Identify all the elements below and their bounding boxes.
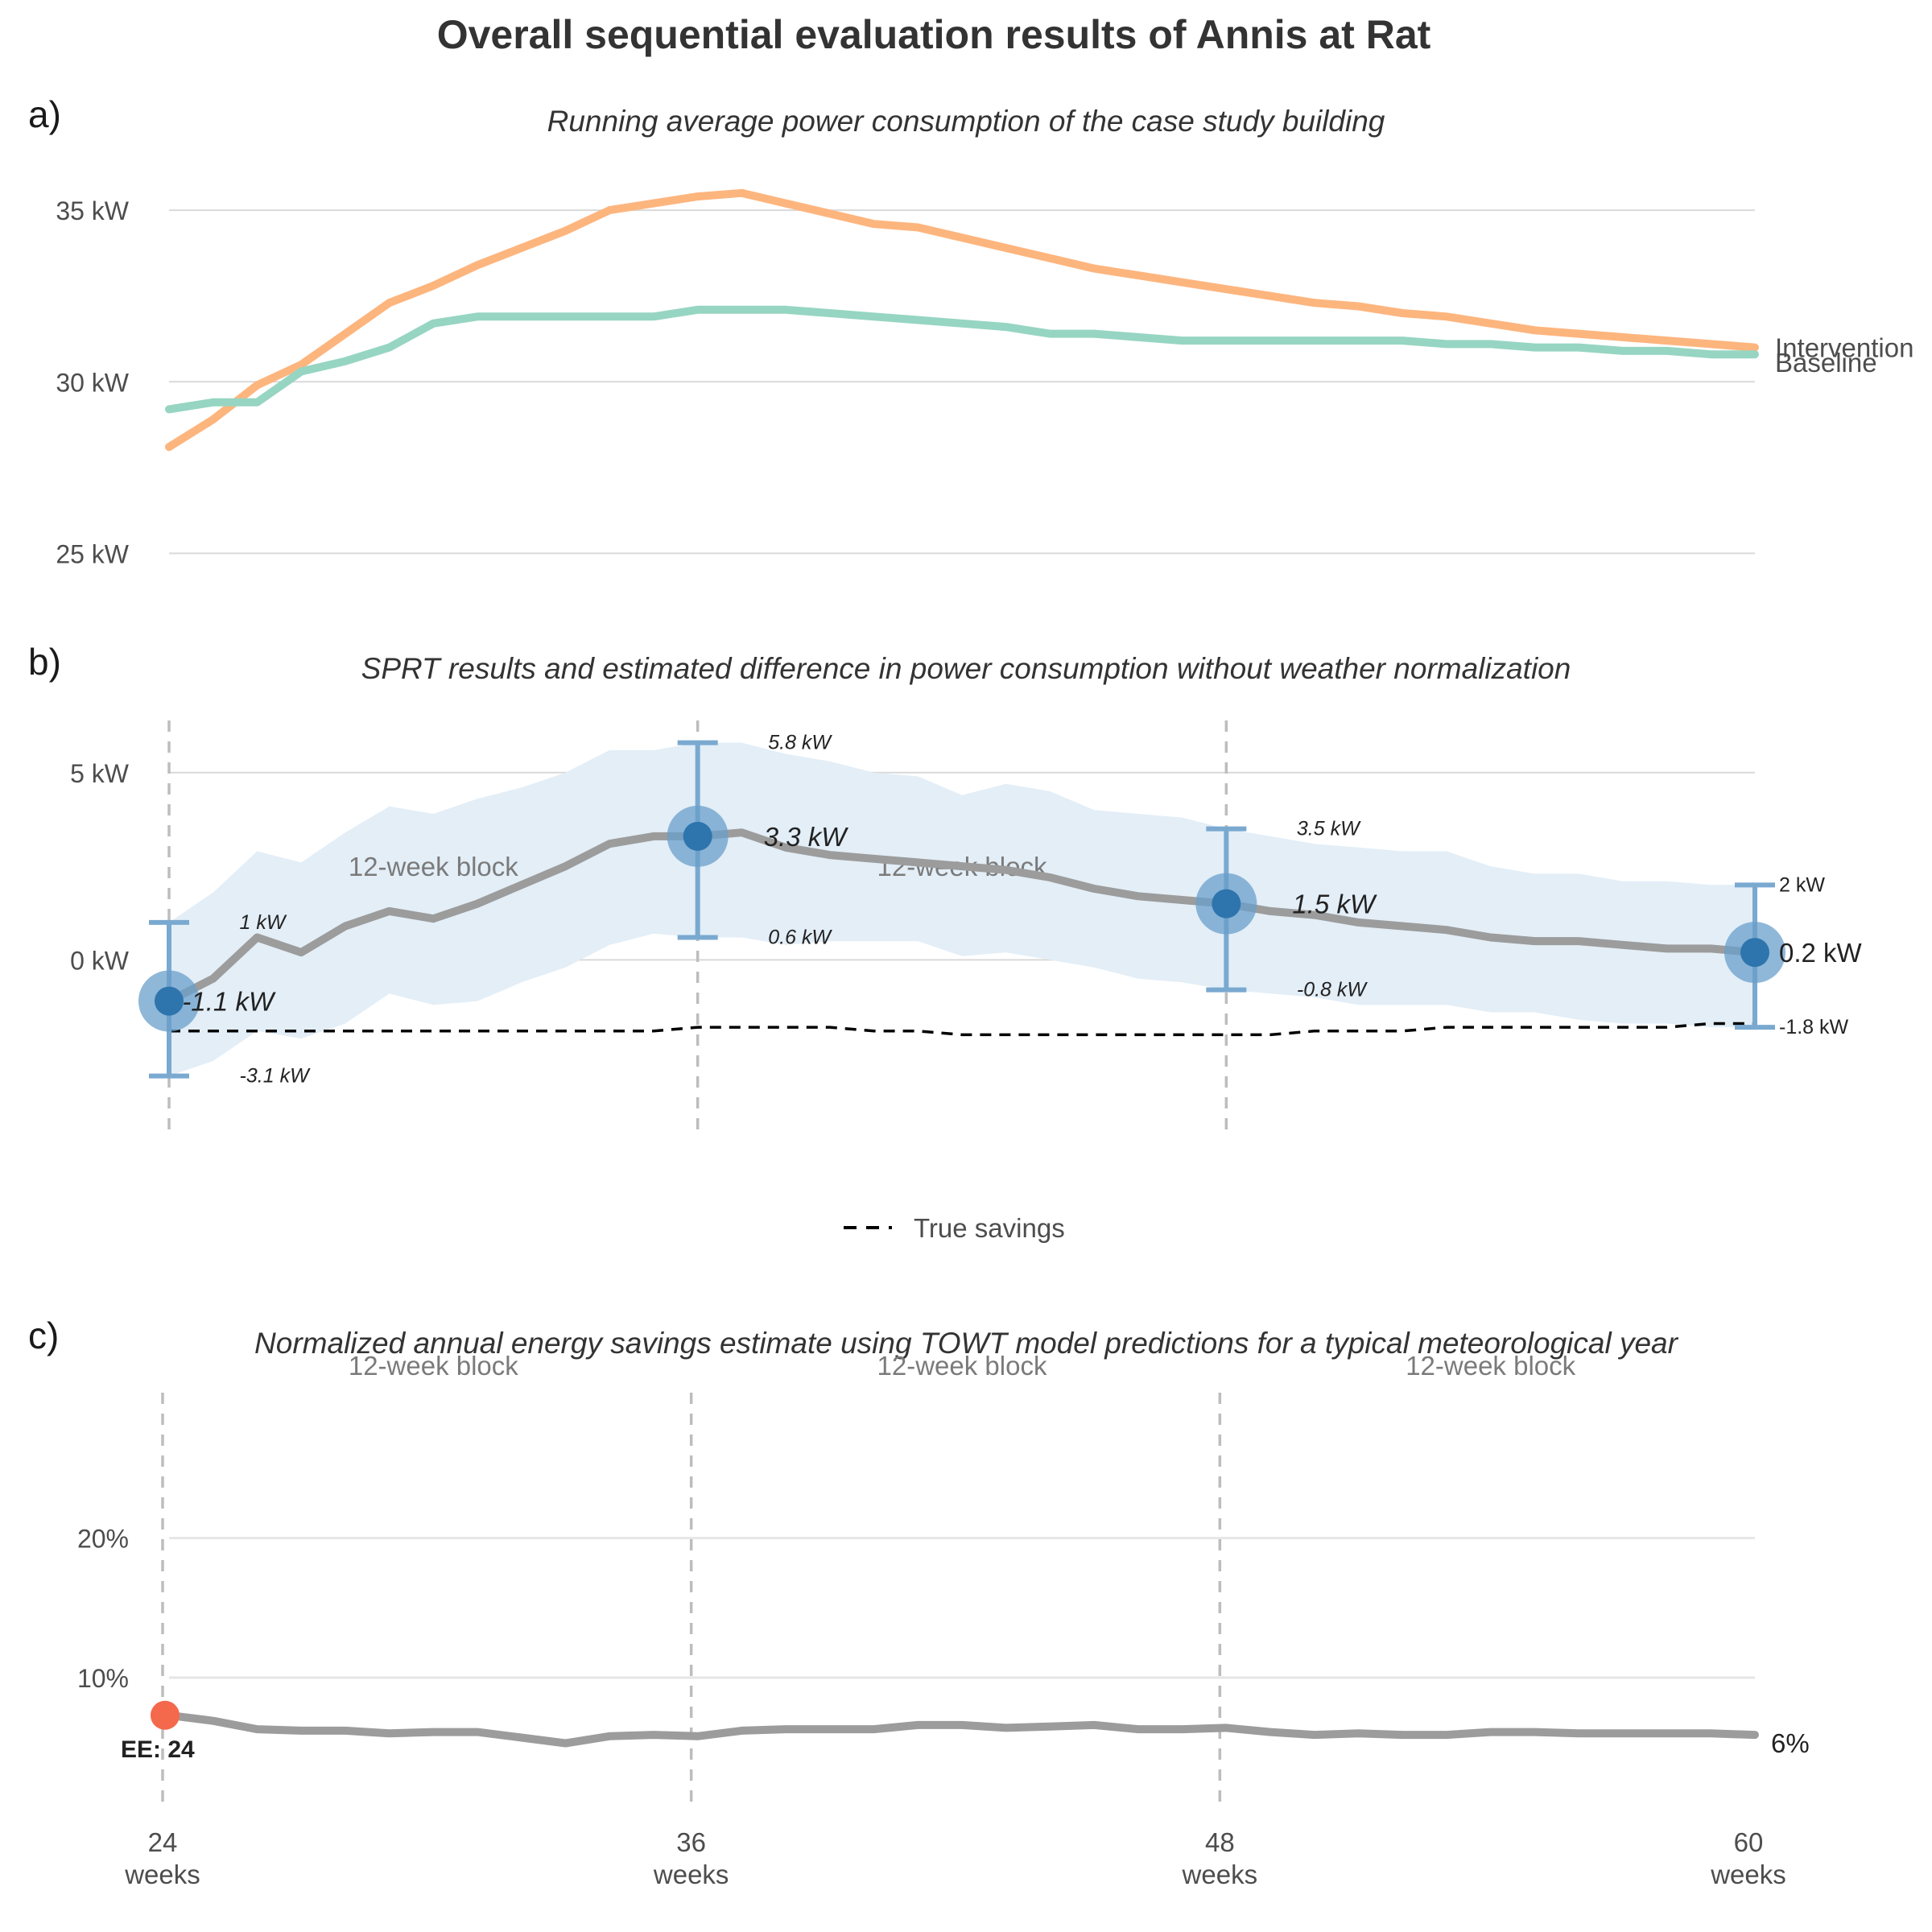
panel-b-lower-label-2: -0.8 kW xyxy=(1297,979,1368,1001)
panel-b: b) SPRT results and estimated difference… xyxy=(28,641,1863,1139)
panel-c-ee-point xyxy=(151,1700,180,1730)
x-tick-number-3: 60 xyxy=(1734,1827,1764,1857)
panel-c-end-label: 6% xyxy=(1771,1728,1810,1758)
panel-c-savings-line xyxy=(165,1711,1759,1748)
panel-a-series-label-intervention: Intervention xyxy=(1775,333,1913,363)
legend-true-savings-label: True savings xyxy=(914,1213,1065,1243)
panel-b-estimate-label-3: 0.2 kW xyxy=(1779,938,1863,968)
x-tick-unit-1: weeks xyxy=(653,1860,729,1889)
panel-a-label: a) xyxy=(28,93,61,135)
legend: True savings xyxy=(844,1213,1065,1243)
panel-b-point-0 xyxy=(155,986,184,1016)
panel-c-block-label-2: 12-week block xyxy=(1406,1351,1575,1381)
panel-b-block-label-0: 12-week block xyxy=(349,852,518,881)
panel-b-upper-label-1: 5.8 kW xyxy=(768,732,832,754)
panel-b-point-1 xyxy=(683,821,712,851)
panel-a-y-tick-label-0: 25 kW xyxy=(56,539,129,568)
panel-b-y-tick-label-0: 0 kW xyxy=(70,946,130,975)
panel-a-y-tick-label-2: 35 kW xyxy=(56,196,129,225)
panel-c-label: c) xyxy=(28,1315,59,1356)
panel-b-lower-label-3: -1.8 kW xyxy=(1779,1016,1849,1038)
panel-a-series-label-baseline: Baseline xyxy=(1775,348,1877,378)
panel-c: c) Normalized annual energy savings esti… xyxy=(28,1315,1810,1889)
panel-c-y-tick-label-1: 20% xyxy=(77,1525,129,1554)
panel-a-y-tick-label-1: 30 kW xyxy=(56,368,129,397)
panel-c-ee-label: EE: 24 xyxy=(121,1736,195,1763)
x-tick-unit-0: weeks xyxy=(124,1860,200,1889)
panel-b-lower-label-0: -3.1 kW xyxy=(240,1065,312,1088)
panel-c-block-label-1: 12-week block xyxy=(877,1351,1047,1381)
x-tick-number-1: 36 xyxy=(676,1827,706,1857)
panel-b-point-3 xyxy=(1740,938,1769,968)
panel-b-upper-label-3: 2 kW xyxy=(1779,873,1825,896)
panel-a: a) Running average power consumption of … xyxy=(28,93,1913,568)
panel-c-y-tick-label-0: 10% xyxy=(77,1664,129,1693)
panel-c-title: Normalized annual energy savings estimat… xyxy=(254,1327,1679,1360)
panel-b-estimate-line xyxy=(165,828,1759,1005)
panel-b-point-2 xyxy=(1212,889,1241,919)
panel-a-title: Running average power consumption of the… xyxy=(547,105,1385,138)
panel-b-estimate-label-0: -1.1 kW xyxy=(182,987,276,1017)
panel-b-y-tick-label-1: 5 kW xyxy=(70,759,130,788)
x-tick-unit-2: weeks xyxy=(1182,1860,1258,1889)
x-tick-number-0: 24 xyxy=(148,1827,178,1857)
panel-b-true-savings-line xyxy=(169,1022,1755,1037)
x-tick-unit-3: weeks xyxy=(1710,1860,1786,1889)
panel-b-title: SPRT results and estimated difference in… xyxy=(361,652,1571,685)
panel-b-estimate-label-2: 1.5 kW xyxy=(1292,890,1377,919)
panel-c-block-label-0: 12-week block xyxy=(349,1351,518,1381)
panel-b-label: b) xyxy=(28,641,61,683)
panel-b-confidence-band xyxy=(169,742,1755,1076)
panel-b-upper-label-0: 1 kW xyxy=(240,911,287,934)
panel-a-series-line-intervention xyxy=(165,188,1759,452)
panel-b-upper-label-2: 3.5 kW xyxy=(1297,818,1361,840)
panel-b-estimate-label-1: 3.3 kW xyxy=(764,822,849,852)
panel-b-lower-label-1: 0.6 kW xyxy=(768,926,832,948)
panel-a-series-line-baseline xyxy=(165,305,1759,414)
x-tick-number-2: 48 xyxy=(1205,1827,1235,1857)
chart-title: Overall sequential evaluation results of… xyxy=(437,12,1431,57)
